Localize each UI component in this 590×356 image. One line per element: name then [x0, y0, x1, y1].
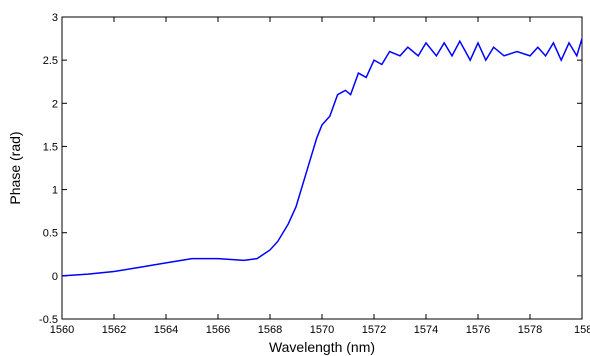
y-tick-label: 2 [52, 98, 58, 110]
x-tick-label: 1574 [414, 324, 438, 336]
y-tick-label: 0.5 [43, 228, 58, 240]
x-tick-label: 158 [574, 324, 590, 336]
plot-box [61, 16, 583, 320]
x-tick-label: 1570 [310, 324, 334, 336]
y-tick-label: 3 [52, 12, 58, 24]
x-tick-label: 1568 [258, 324, 282, 336]
y-tick-label: 1.5 [43, 141, 58, 153]
x-axis-label: Wavelength (nm) [269, 339, 375, 355]
x-tick-label: 1566 [206, 324, 230, 336]
x-tick-label: 1564 [154, 324, 178, 336]
x-tick-label: 1576 [466, 324, 490, 336]
x-tick-label: 1578 [518, 324, 542, 336]
x-tick-label: 1562 [102, 324, 126, 336]
y-axis-label: Phase (rad) [7, 131, 23, 204]
y-tick-label: 0 [52, 271, 58, 283]
x-tick-label: 1560 [50, 324, 74, 336]
y-tick-label: -0.5 [39, 314, 58, 326]
y-tick-label: 1 [52, 185, 58, 197]
y-tick-label: 2.5 [43, 55, 58, 67]
x-tick-label: 1572 [362, 324, 386, 336]
data-line [61, 38, 583, 277]
